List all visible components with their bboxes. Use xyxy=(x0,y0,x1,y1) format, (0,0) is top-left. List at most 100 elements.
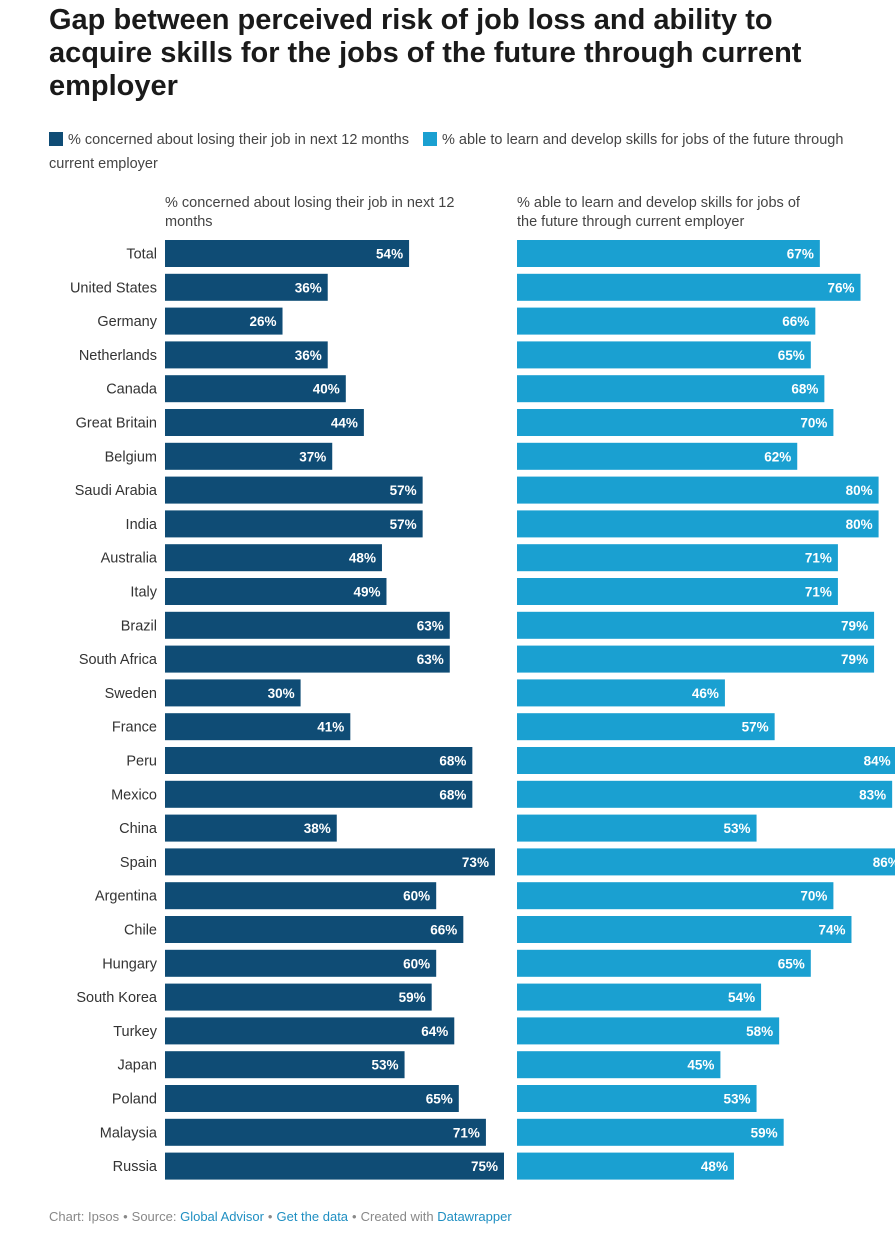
bar-concerned-sweden xyxy=(165,679,301,707)
bar-value-able-to-learn-netherlands: 65% xyxy=(778,348,805,363)
bar-value-able-to-learn-sweden: 46% xyxy=(692,686,719,701)
bar-value-able-to-learn-canada: 68% xyxy=(791,382,818,397)
bar-value-concerned-great-britain: 44% xyxy=(331,416,358,431)
bar-concerned-germany xyxy=(165,307,283,335)
row-label-chile: Chile xyxy=(124,923,157,939)
row-label-poland: Poland xyxy=(112,1092,157,1108)
row-label-saudi-arabia: Saudi Arabia xyxy=(75,483,158,499)
bar-able-to-learn-brazil xyxy=(517,611,875,639)
bar-able-to-learn-mexico xyxy=(517,780,893,808)
bar-value-able-to-learn-hungary: 65% xyxy=(778,956,805,971)
bar-able-to-learn-saudi-arabia xyxy=(517,476,879,504)
bar-concerned-india xyxy=(165,510,423,538)
bar-value-concerned-turkey: 64% xyxy=(421,1024,448,1039)
bar-value-concerned-australia: 48% xyxy=(349,551,376,566)
row-label-sweden: Sweden xyxy=(105,686,157,702)
footer-credit: Chart: Ipsos xyxy=(49,1209,120,1224)
bar-able-to-learn-belgium xyxy=(517,442,798,470)
bar-value-concerned-malaysia: 71% xyxy=(453,1125,480,1140)
legend-item-able-to-learn: % able to learn and develop skills for j… xyxy=(49,132,843,172)
row-label-malaysia: Malaysia xyxy=(100,1125,158,1141)
column-title-concerned: % concerned about losing their job in ne… xyxy=(165,195,454,230)
bar-value-able-to-learn-belgium: 62% xyxy=(764,449,791,464)
bar-able-to-learn-netherlands xyxy=(517,341,811,369)
bar-value-able-to-learn-germany: 66% xyxy=(782,314,809,329)
legend: % concerned about losing their job in ne… xyxy=(49,128,879,176)
bar-able-to-learn-united-states xyxy=(517,273,861,301)
bar-concerned-hungary xyxy=(165,949,437,977)
bar-concerned-netherlands xyxy=(165,341,328,369)
legend-label-concerned: % concerned about losing their job in ne… xyxy=(68,132,409,148)
row-label-united-states: United States xyxy=(70,280,157,296)
bar-able-to-learn-india xyxy=(517,510,879,538)
bar-able-to-learn-china xyxy=(517,814,757,842)
split-bar-chart: % concerned about losing their job in ne… xyxy=(70,195,895,1180)
bar-able-to-learn-great-britain xyxy=(517,409,834,436)
row-label-india: India xyxy=(126,517,158,533)
bar-value-concerned-belgium: 37% xyxy=(299,449,326,464)
row-label-netherlands: Netherlands xyxy=(79,348,157,364)
column-titles: % concerned about losing their job in ne… xyxy=(165,195,801,230)
bar-value-concerned-france: 41% xyxy=(317,720,344,735)
bar-value-concerned-saudi-arabia: 57% xyxy=(390,483,417,498)
bar-value-concerned-chile: 66% xyxy=(430,923,457,938)
bar-able-to-learn-argentina xyxy=(517,882,834,910)
row-label-total: Total xyxy=(126,247,157,263)
bar-value-concerned-russia: 75% xyxy=(471,1159,498,1174)
footer-created-label: Created with xyxy=(360,1209,434,1224)
legend-swatch-able-to-learn xyxy=(423,132,437,146)
bar-value-able-to-learn-chile: 74% xyxy=(818,923,845,938)
row-label-argentina: Argentina xyxy=(95,889,158,905)
bar-value-concerned-total: 54% xyxy=(376,247,403,262)
bar-value-concerned-china: 38% xyxy=(304,821,331,836)
bar-value-concerned-poland: 65% xyxy=(426,1092,453,1107)
bar-value-concerned-south-korea: 59% xyxy=(399,990,426,1005)
bar-concerned-great-britain xyxy=(165,409,364,436)
row-label-japan: Japan xyxy=(117,1058,157,1074)
legend-item-concerned: % concerned about losing their job in ne… xyxy=(49,132,409,148)
footer-source-label: Source: xyxy=(131,1209,177,1224)
chart-title: Gap between perceived risk of job loss a… xyxy=(49,4,802,102)
bar-value-able-to-learn-france: 57% xyxy=(742,720,769,735)
row-label-turkey: Turkey xyxy=(113,1024,158,1040)
bar-value-able-to-learn-malaysia: 59% xyxy=(751,1125,778,1140)
bar-able-to-learn-total xyxy=(517,240,820,267)
row-label-australia: Australia xyxy=(101,551,158,567)
footer-source-link[interactable]: Global Advisor xyxy=(180,1209,264,1224)
bar-value-concerned-netherlands: 36% xyxy=(295,348,322,363)
bar-value-able-to-learn-australia: 71% xyxy=(805,551,832,566)
bar-concerned-total xyxy=(165,240,410,267)
bar-concerned-poland xyxy=(165,1085,459,1112)
bar-concerned-south-korea xyxy=(165,983,432,1011)
bar-concerned-france xyxy=(165,713,351,741)
row-label-spain: Spain xyxy=(120,855,157,871)
bar-concerned-turkey xyxy=(165,1017,455,1045)
bar-concerned-russia xyxy=(165,1152,504,1180)
bar-concerned-peru xyxy=(165,747,473,774)
bar-concerned-mexico xyxy=(165,780,473,808)
bar-value-able-to-learn-total: 67% xyxy=(787,247,814,262)
bar-value-concerned-italy: 49% xyxy=(353,585,380,600)
legend-swatch-concerned xyxy=(49,132,63,146)
bar-value-able-to-learn-india: 80% xyxy=(846,517,873,532)
row-label-hungary: Hungary xyxy=(102,956,158,972)
bar-concerned-belgium xyxy=(165,442,333,470)
bar-value-able-to-learn-great-britain: 70% xyxy=(800,416,827,431)
column-title-able-to-learn: % able to learn and develop skills for j… xyxy=(517,195,801,230)
chart-footer: Chart: Ipsos • Source: Global Advisor • Get … xyxy=(49,1209,512,1224)
legend-label-able-to-learn: % able to learn and develop skills for j… xyxy=(49,132,844,172)
bar-value-concerned-peru: 68% xyxy=(439,754,466,769)
footer-get-data-link[interactable]: Get the data xyxy=(276,1209,349,1224)
footer-separator: • xyxy=(352,1209,357,1224)
bar-able-to-learn-spain xyxy=(517,848,895,876)
bar-able-to-learn-hungary xyxy=(517,949,811,977)
bar-able-to-learn-south-africa xyxy=(517,645,875,673)
bars xyxy=(165,240,895,1180)
footer-separator: • xyxy=(267,1209,273,1224)
bar-concerned-italy xyxy=(165,578,387,605)
bar-value-labels: 54% 67% 36% 76% 26% 66% 36% 65% 40% 68% 44% 70% 37% 6… xyxy=(249,247,895,1175)
footer-datawrapper-link[interactable]: Datawrapper xyxy=(437,1209,512,1224)
bar-value-able-to-learn-turkey: 58% xyxy=(746,1024,773,1039)
bar-concerned-spain xyxy=(165,848,495,876)
bar-value-concerned-hungary: 60% xyxy=(403,956,430,971)
